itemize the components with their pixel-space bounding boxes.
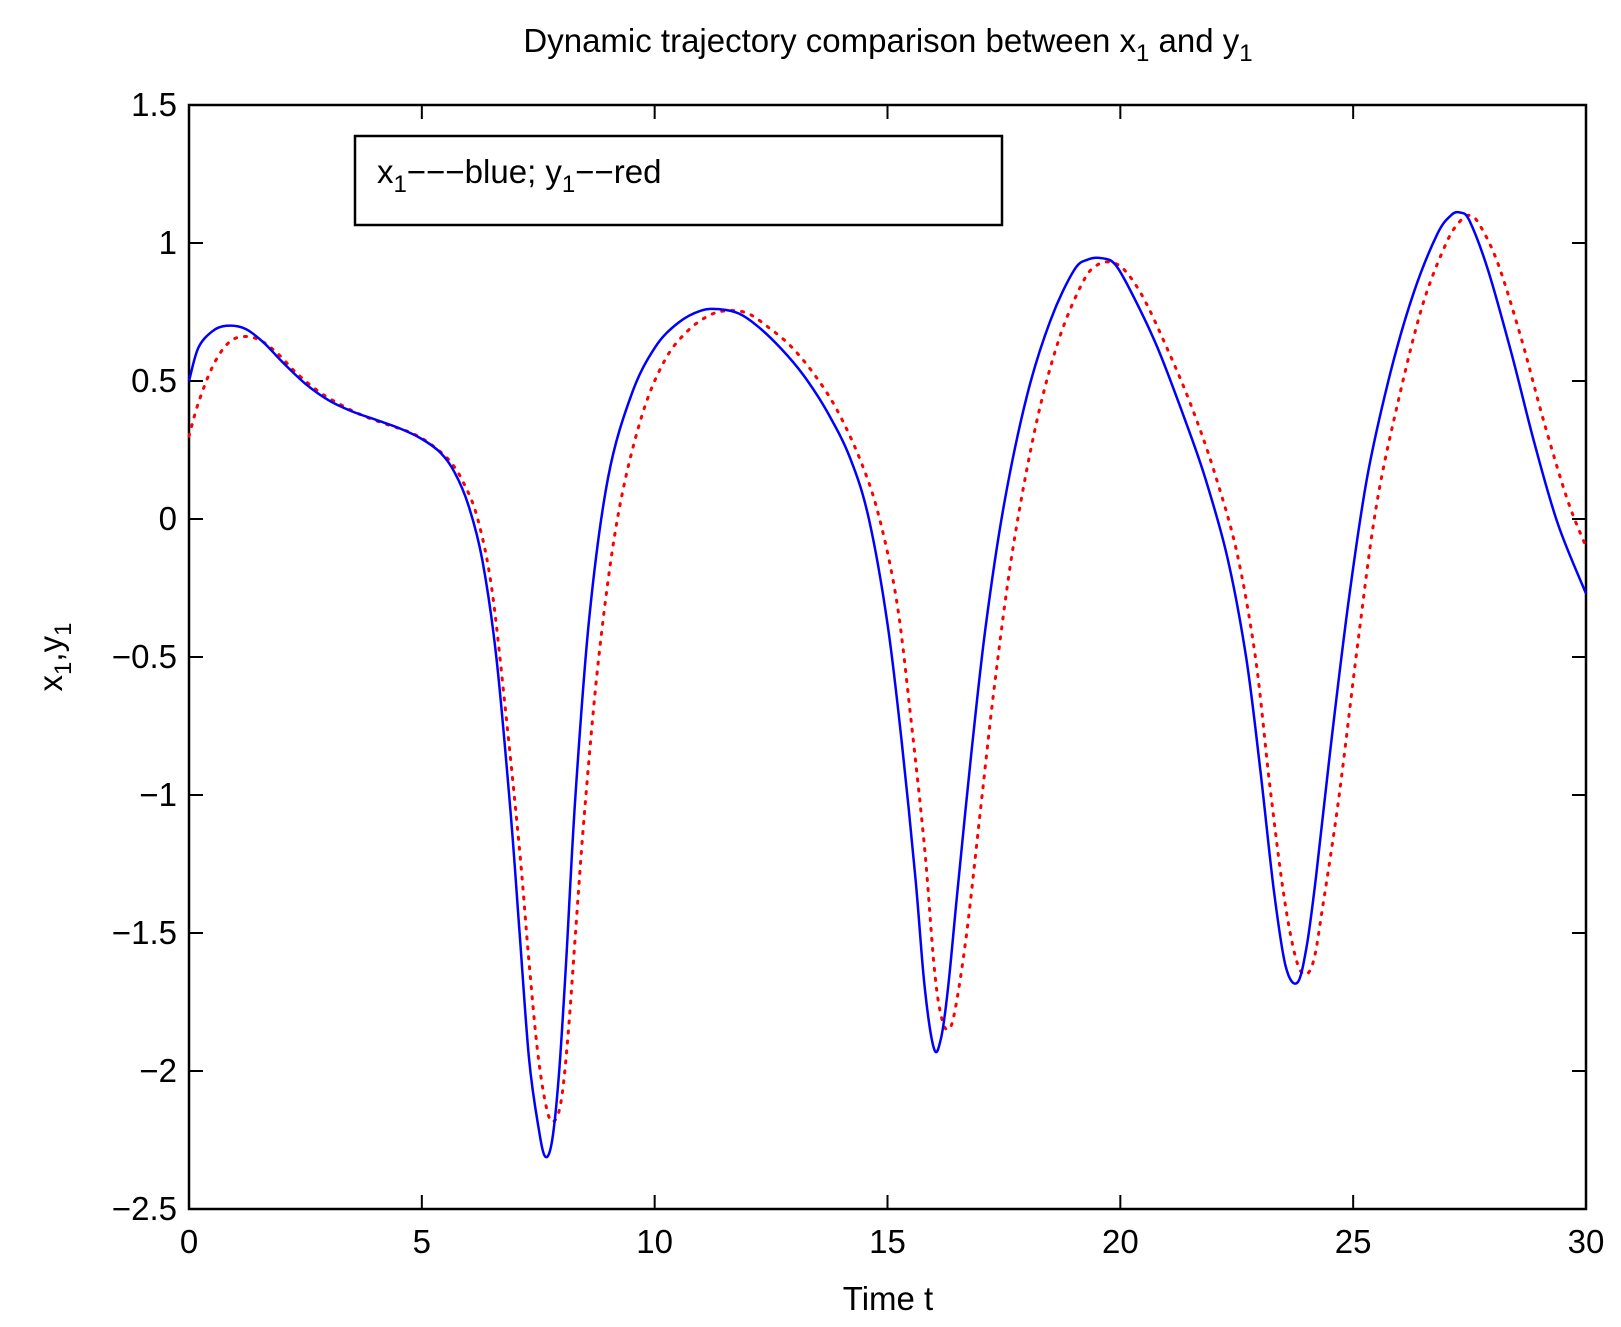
- series-layer: [187, 210, 1588, 1159]
- y-tick-label: 0.5: [131, 362, 177, 399]
- series-line-y1: [187, 213, 1588, 1124]
- chart-title: Dynamic trajectory comparison between x1…: [523, 22, 1252, 67]
- legend-box: [353, 134, 1004, 227]
- x-tick-label: 15: [869, 1223, 906, 1260]
- x-axis-ticks: 0 5 10 15 20 25 30: [180, 105, 1605, 1260]
- y-tick-label: 1: [159, 224, 177, 261]
- y-tick-label: −1.5: [112, 914, 177, 951]
- x-tick-label: 25: [1335, 1223, 1372, 1260]
- legend: x1−−−blue; y1−−red: [353, 134, 1004, 227]
- x-tick-label: 0: [180, 1223, 198, 1260]
- x-tick-label: 30: [1568, 1223, 1605, 1260]
- x-tick-label: 10: [636, 1223, 673, 1260]
- legend-text: x1−−−blue; y1−−red: [377, 153, 662, 198]
- y-tick-label: −2: [139, 1052, 177, 1089]
- series-line-x1: [187, 210, 1588, 1159]
- y-axis-ticks: 1.5 1 0.5 0 −0.5 −1 −1.5 −2 −2.5: [112, 86, 1586, 1227]
- x-axis-label: Time t: [843, 1280, 933, 1317]
- y-axis-label: x1,y1: [32, 623, 77, 692]
- x-tick-label: 20: [1102, 1223, 1139, 1260]
- y-tick-label: 0: [159, 500, 177, 537]
- y-tick-label: 1.5: [131, 86, 177, 123]
- y-tick-label: −0.5: [112, 638, 177, 675]
- plot-area: [187, 103, 1588, 1211]
- x-tick-label: 5: [413, 1223, 431, 1260]
- y-tick-label: −1: [139, 776, 177, 813]
- y-tick-label: −2.5: [112, 1190, 177, 1227]
